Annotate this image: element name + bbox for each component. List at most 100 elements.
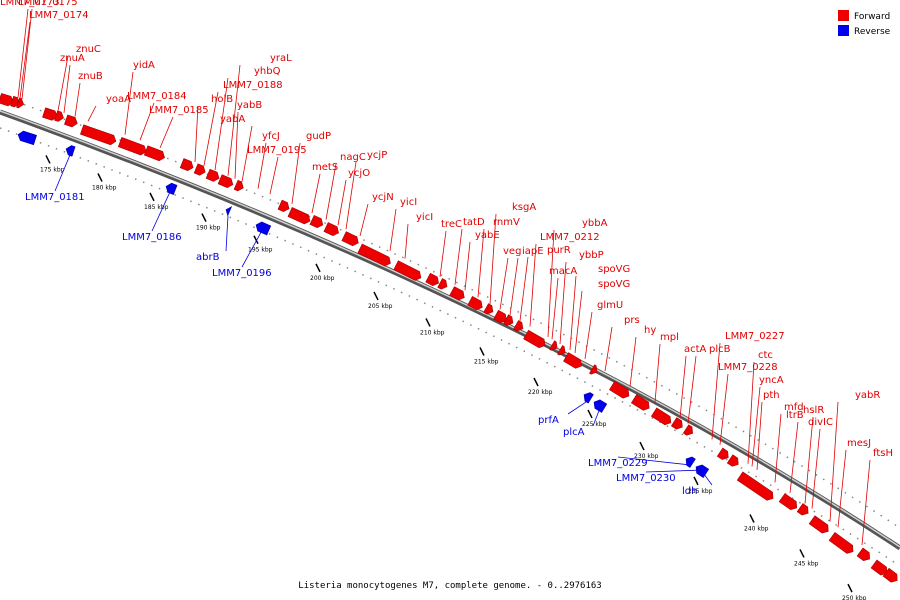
forward-gene-label[interactable]: ftsH <box>873 448 893 459</box>
forward-gene-feature[interactable] <box>449 286 467 302</box>
forward-gene-feature[interactable] <box>193 163 207 177</box>
forward-gene-label[interactable]: glmU <box>597 300 623 311</box>
forward-gene-feature[interactable] <box>563 352 584 371</box>
forward-gene-label[interactable]: yabA <box>220 114 245 125</box>
forward-gene-feature[interactable] <box>117 137 148 156</box>
forward-gene-label[interactable]: LMM7_0175 <box>18 0 78 8</box>
forward-gene-label[interactable]: tatD <box>463 217 485 228</box>
reverse-gene-label[interactable]: LMM7_0196 <box>212 268 272 279</box>
reverse-gene-feature[interactable] <box>16 130 37 146</box>
forward-gene-feature[interactable] <box>870 559 890 578</box>
forward-gene-label[interactable]: purR <box>547 245 571 256</box>
forward-gene-label[interactable]: ksgA <box>512 202 536 213</box>
forward-gene-feature[interactable] <box>64 114 79 128</box>
forward-gene-label[interactable]: yicI <box>416 212 433 223</box>
forward-gene-feature[interactable] <box>828 532 856 555</box>
forward-gene-feature[interactable] <box>796 503 811 517</box>
reverse-gene-label[interactable]: LMM7_0181 <box>25 192 85 203</box>
reverse-gene-label[interactable]: ldh <box>682 486 697 497</box>
forward-gene-feature[interactable] <box>778 493 799 513</box>
forward-gene-label[interactable]: veg <box>503 246 521 257</box>
forward-gene-feature[interactable] <box>287 207 312 225</box>
reverse-gene-label[interactable]: prfA <box>538 415 559 426</box>
forward-gene-feature[interactable] <box>503 314 516 328</box>
forward-gene-feature[interactable] <box>513 320 526 333</box>
forward-gene-label[interactable]: ycjP <box>367 150 387 161</box>
forward-gene-label[interactable]: LMM7_0173 <box>0 0 60 8</box>
forward-gene-feature[interactable] <box>309 214 325 229</box>
forward-gene-feature[interactable] <box>589 364 599 377</box>
forward-gene-label[interactable]: LMM7_0174 <box>29 10 89 21</box>
forward-gene-feature[interactable] <box>557 345 567 357</box>
reverse-gene-feature[interactable] <box>224 205 233 217</box>
forward-gene-feature[interactable] <box>80 124 117 146</box>
forward-gene-label[interactable]: yhbQ <box>254 66 281 77</box>
forward-gene-label[interactable]: LMM7_0227 <box>725 331 785 342</box>
forward-gene-feature[interactable] <box>357 243 393 268</box>
forward-gene-label[interactable]: gudP <box>306 131 331 142</box>
forward-gene-feature[interactable] <box>856 547 873 563</box>
forward-gene-label[interactable]: macA <box>549 266 577 277</box>
forward-gene-label[interactable]: metS <box>312 162 338 173</box>
forward-gene-label[interactable]: yraL <box>270 53 292 64</box>
forward-gene-label[interactable]: prs <box>624 315 640 326</box>
reverse-gene-label[interactable]: LMM7_0229 <box>588 458 648 469</box>
forward-gene-feature[interactable] <box>716 447 731 462</box>
forward-gene-label[interactable]: yidA <box>133 60 155 71</box>
forward-gene-label[interactable]: znuA <box>60 53 85 64</box>
forward-gene-label[interactable]: LMM7_0195 <box>247 145 307 156</box>
forward-gene-label[interactable]: yoaA <box>106 94 131 105</box>
reverse-gene-feature[interactable] <box>693 463 710 478</box>
forward-gene-label[interactable]: yabE <box>475 230 500 241</box>
forward-gene-feature[interactable] <box>609 380 631 400</box>
reverse-gene-feature[interactable] <box>591 398 608 413</box>
forward-gene-label[interactable]: LMM7_0184 <box>127 91 187 102</box>
forward-gene-label[interactable]: ybbA <box>582 218 608 229</box>
reverse-gene-feature[interactable] <box>683 455 696 468</box>
forward-gene-feature[interactable] <box>483 303 496 317</box>
forward-gene-feature[interactable] <box>143 145 166 162</box>
forward-gene-label[interactable]: ycjN <box>372 192 394 203</box>
forward-gene-label[interactable]: hslR <box>803 405 824 416</box>
forward-gene-label[interactable]: rnmV <box>493 217 520 228</box>
forward-gene-label[interactable]: znuC <box>76 44 101 55</box>
reverse-gene-feature[interactable] <box>164 182 178 195</box>
forward-gene-label[interactable]: ycjO <box>348 168 370 179</box>
forward-gene-label[interactable]: LMM7_0228 <box>718 362 778 373</box>
forward-gene-label[interactable]: LMM7_0185 <box>149 105 209 116</box>
forward-gene-feature[interactable] <box>650 407 673 427</box>
reverse-gene-label[interactable]: LMM7_0230 <box>616 473 676 484</box>
reverse-gene-label[interactable]: plcA <box>563 427 585 438</box>
forward-gene-label[interactable]: spoVG <box>598 279 630 290</box>
forward-gene-label[interactable]: ybbP <box>579 250 604 261</box>
forward-gene-label[interactable]: divIC <box>808 417 833 428</box>
forward-gene-label[interactable]: yicI <box>400 197 417 208</box>
forward-gene-feature[interactable] <box>808 515 831 536</box>
forward-gene-feature[interactable] <box>42 107 58 122</box>
forward-gene-feature[interactable] <box>736 471 776 503</box>
forward-gene-label[interactable]: nagC <box>340 152 366 163</box>
forward-gene-feature[interactable] <box>437 278 450 292</box>
forward-gene-label[interactable]: spoVG <box>598 264 630 275</box>
forward-gene-label[interactable]: hy <box>644 325 656 336</box>
forward-gene-label[interactable]: yfcJ <box>262 131 280 142</box>
forward-gene-feature[interactable] <box>0 93 15 107</box>
forward-gene-feature[interactable] <box>670 417 685 432</box>
forward-gene-feature[interactable] <box>217 174 235 190</box>
forward-gene-feature[interactable] <box>16 97 25 109</box>
forward-gene-label[interactable]: treC <box>441 219 462 230</box>
forward-gene-label[interactable]: mesJ <box>847 438 871 449</box>
reverse-gene-feature[interactable] <box>254 220 272 236</box>
forward-gene-label[interactable]: ltrB <box>786 410 804 421</box>
forward-gene-feature[interactable] <box>493 309 509 325</box>
forward-gene-feature[interactable] <box>726 454 741 469</box>
forward-gene-feature[interactable] <box>277 199 291 213</box>
forward-gene-feature[interactable] <box>179 158 195 172</box>
forward-gene-feature[interactable] <box>630 394 652 412</box>
forward-gene-feature[interactable] <box>425 272 441 287</box>
forward-gene-feature[interactable] <box>54 110 65 123</box>
forward-gene-feature[interactable] <box>682 424 695 438</box>
forward-gene-label[interactable]: LMM7_0188 <box>223 80 283 91</box>
forward-gene-feature[interactable] <box>205 168 221 183</box>
reverse-gene-label[interactable]: abrB <box>196 252 220 263</box>
